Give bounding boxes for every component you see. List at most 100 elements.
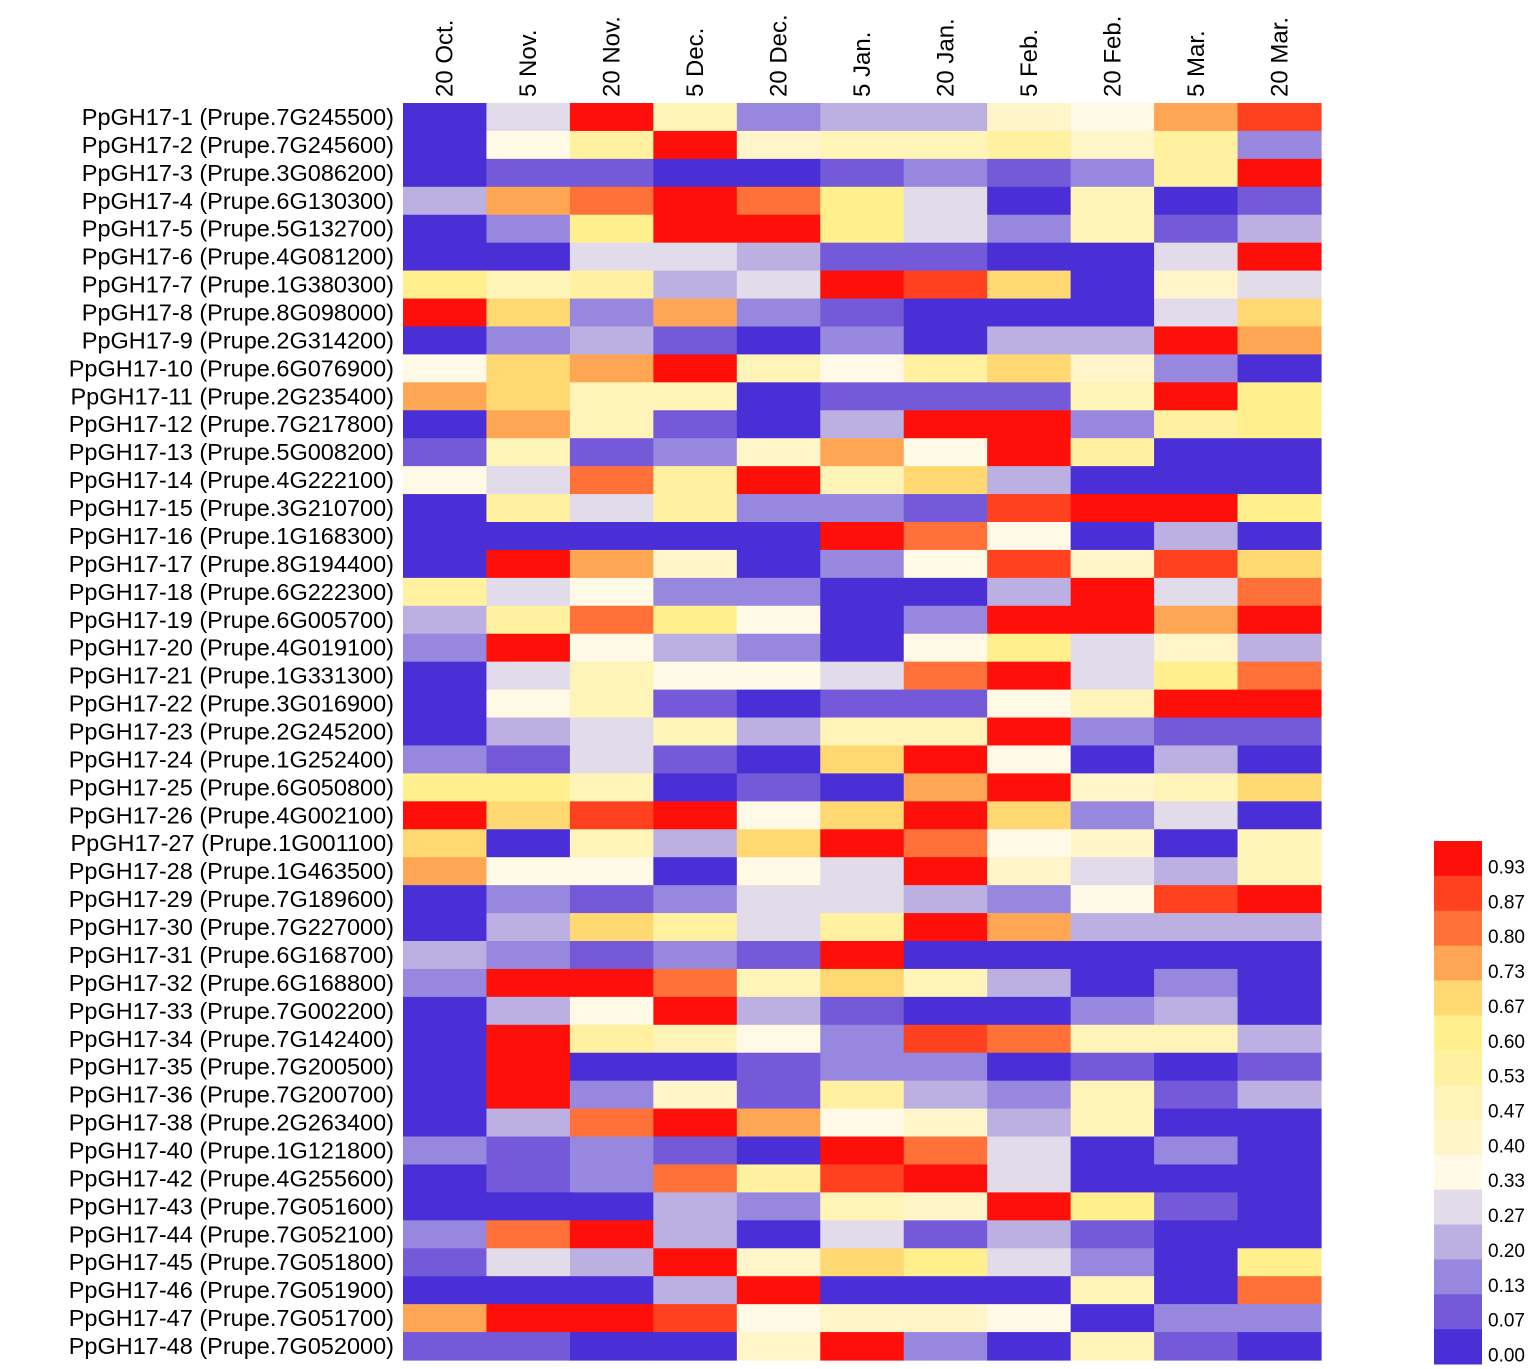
heatmap-cell	[569, 438, 654, 467]
heatmap-cell	[653, 242, 738, 272]
heatmap-cell	[1154, 270, 1239, 300]
heatmap-cell	[403, 1052, 488, 1082]
heatmap-cell	[1154, 354, 1239, 383]
heatmap-cell	[736, 1332, 821, 1361]
heatmap-cell	[1237, 1220, 1322, 1249]
heatmap-cell	[403, 773, 488, 802]
heatmap-cell	[403, 605, 488, 635]
heatmap-cell	[903, 214, 988, 244]
heatmap-cell	[569, 633, 654, 663]
legend-swatch	[1434, 980, 1482, 1016]
heatmap-cell	[903, 130, 988, 160]
heatmap-cell	[903, 689, 988, 719]
heatmap-cell	[403, 382, 488, 411]
heatmap-cell	[987, 382, 1072, 411]
row-label: PpGH17-29 (Prupe.7G189600)	[69, 886, 394, 912]
heatmap-cell	[653, 103, 738, 132]
heatmap-cell	[1154, 577, 1239, 607]
heatmap-cell	[1154, 1304, 1239, 1333]
heatmap-cell	[1070, 549, 1155, 579]
heatmap-cell	[569, 1024, 654, 1054]
heatmap-cell	[987, 186, 1072, 216]
heatmap-cell	[987, 298, 1072, 328]
heatmap-cell	[1070, 996, 1155, 1026]
heatmap-cell	[820, 410, 905, 439]
legend-tick-label: 0.00	[1488, 1346, 1525, 1367]
heatmap-cell	[486, 158, 571, 188]
heatmap-cell	[403, 298, 488, 328]
color-legend: 0.93 0.87 0.80 0.73 0.67 0.60 0.53 0.47 0.40 0.33…	[1434, 841, 1525, 1367]
heatmap-cell	[820, 1220, 905, 1249]
heatmap-cell	[486, 829, 571, 858]
heatmap-cell	[403, 577, 488, 607]
heatmap-cell	[1070, 773, 1155, 802]
heatmap-cell	[653, 1220, 738, 1249]
heatmap-cell	[653, 577, 738, 607]
column-labels: 20 Oct. 5 Nov. 20 Nov. 5 Dec. 20 Dec. 5 Jan. 2…	[432, 14, 1294, 97]
heatmap-cell	[1070, 1248, 1155, 1277]
heatmap-cell	[903, 186, 988, 216]
heatmap-cell	[903, 103, 988, 132]
heatmap-cell	[403, 996, 488, 1026]
row-label: PpGH17-21 (Prupe.1G331300)	[69, 663, 394, 689]
heatmap-cell	[486, 941, 571, 970]
heatmap-cell	[569, 466, 654, 495]
heatmap-cell	[820, 354, 905, 383]
heatmap-cell	[820, 298, 905, 328]
heatmap-cell	[1237, 913, 1322, 942]
heatmap-cell	[903, 158, 988, 188]
heatmap-cell	[403, 745, 488, 774]
heatmap-cell	[1070, 885, 1155, 914]
heatmap-cell	[820, 103, 905, 132]
heatmap-cell	[736, 1080, 821, 1110]
heatmap-cell	[820, 801, 905, 830]
row-label: PpGH17-16 (Prupe.1G168300)	[69, 523, 394, 549]
heatmap-cell	[903, 438, 988, 467]
heatmap-cell	[486, 270, 571, 300]
heatmap-cell	[1154, 326, 1239, 355]
row-label: PpGH17-6 (Prupe.4G081200)	[82, 244, 394, 270]
heatmap-cell	[486, 186, 571, 216]
heatmap-cell	[987, 1220, 1072, 1249]
heatmap-cell	[1070, 689, 1155, 719]
heatmap-cell	[569, 158, 654, 188]
heatmap-cell	[653, 158, 738, 188]
heatmap-cell	[403, 130, 488, 160]
heatmap-cell	[903, 1276, 988, 1305]
heatmap-cell	[1154, 996, 1239, 1026]
heatmap-cell	[653, 801, 738, 830]
heatmap-cell	[903, 717, 988, 747]
heatmap-cell	[1237, 968, 1322, 998]
heatmap-cell	[1154, 1192, 1239, 1221]
column-label: 20 Nov.	[599, 16, 626, 97]
heatmap-cell	[1070, 354, 1155, 383]
heatmap-cell	[403, 1248, 488, 1277]
heatmap-cell	[820, 773, 905, 802]
heatmap-cell	[903, 1080, 988, 1110]
heatmap-cell	[736, 382, 821, 411]
heatmap-cell	[1154, 633, 1239, 663]
heatmap-cell	[486, 298, 571, 328]
heatmap-cell	[1237, 1332, 1322, 1361]
heatmap-cell	[1070, 186, 1155, 216]
heatmap-cell	[736, 1192, 821, 1221]
heatmap-cell	[736, 522, 821, 551]
heatmap-cell	[403, 885, 488, 914]
heatmap-cell	[987, 326, 1072, 355]
row-label: PpGH17-43 (Prupe.7G051600)	[69, 1193, 394, 1219]
heatmap-cell	[987, 996, 1072, 1026]
row-label: PpGH17-25 (Prupe.6G050800)	[69, 774, 394, 800]
legend-swatch	[1434, 945, 1482, 981]
heatmap-cell	[1070, 1164, 1155, 1193]
heatmap-cell	[1070, 1136, 1155, 1166]
heatmap-cell	[569, 1052, 654, 1082]
heatmap-cell	[736, 410, 821, 439]
heatmap-cell	[1154, 885, 1239, 914]
heatmap-cell	[403, 438, 488, 467]
heatmap-cell	[736, 1052, 821, 1082]
heatmap-cell	[820, 885, 905, 914]
heatmap-cell	[1154, 857, 1239, 886]
heatmap-cell	[987, 1332, 1072, 1361]
heatmap-cell	[736, 549, 821, 579]
